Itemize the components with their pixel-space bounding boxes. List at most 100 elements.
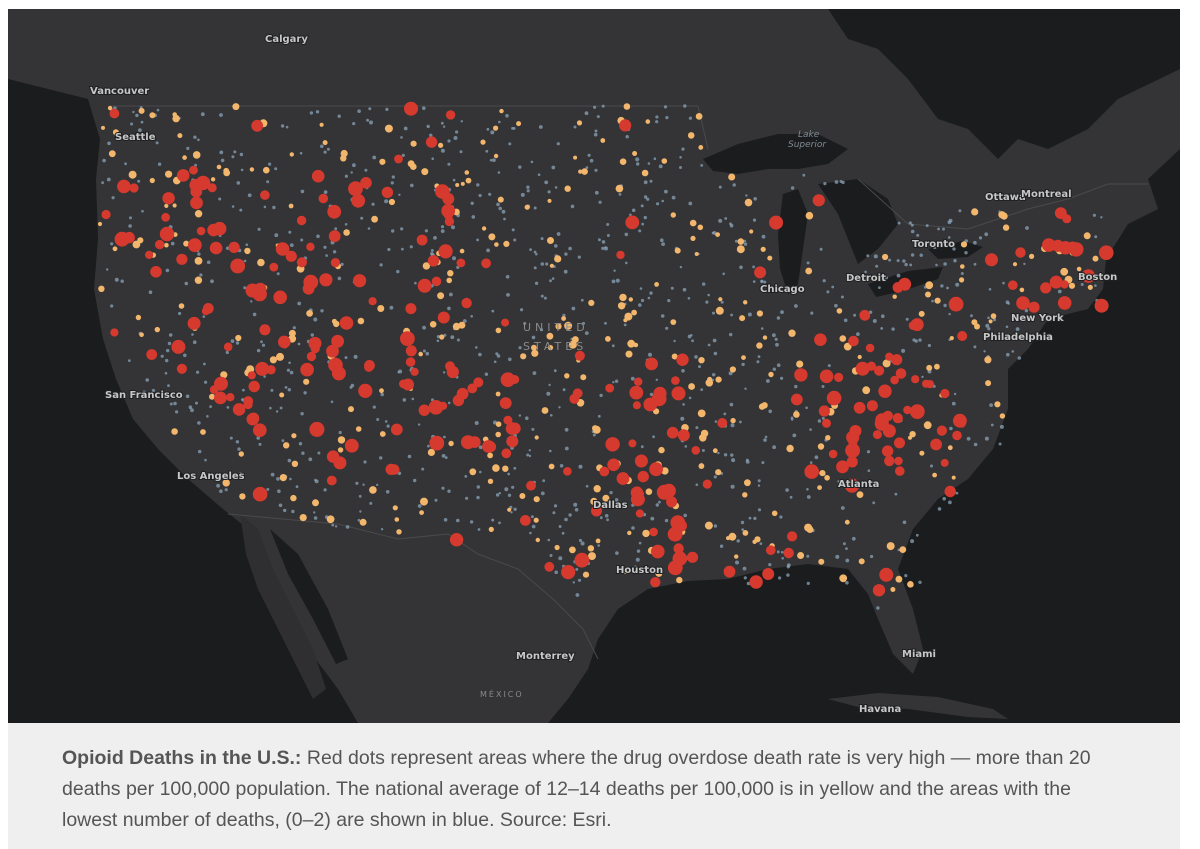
death-rate-dot-red xyxy=(944,485,956,498)
death-rate-dot-blue xyxy=(547,538,551,542)
death-rate-dot-yellow xyxy=(235,334,242,342)
death-rate-dot-blue xyxy=(730,313,733,317)
death-rate-dot-yellow xyxy=(617,302,626,310)
death-rate-dot-yellow xyxy=(533,496,540,503)
death-rate-dot-blue xyxy=(572,581,575,584)
death-rate-dot-yellow xyxy=(926,364,933,371)
death-rate-dot-blue xyxy=(326,147,330,151)
death-rate-dot-yellow xyxy=(139,332,144,338)
death-rate-dot-yellow xyxy=(222,479,230,487)
death-rate-dot-blue xyxy=(612,381,615,384)
death-rate-dot-yellow xyxy=(793,411,800,418)
death-rate-dot-blue xyxy=(553,504,558,508)
death-rate-dot-yellow xyxy=(994,401,1001,408)
death-rate-dot-blue xyxy=(235,440,240,444)
death-rate-dot-red xyxy=(879,567,894,582)
opioid-deaths-map[interactable]: UNITED STATES MÉXICO Lake Superior Calga… xyxy=(8,9,1180,723)
death-rate-dot-yellow xyxy=(128,170,137,179)
death-rate-dot-red xyxy=(790,393,803,406)
place-label-seattle: Seattle xyxy=(115,132,156,143)
map-canvas: UNITED STATES MÉXICO Lake Superior Calga… xyxy=(8,9,1180,723)
place-label-los-angeles: Los Angeles xyxy=(177,471,245,482)
death-rate-dot-blue xyxy=(444,456,448,459)
death-rate-dot-blue xyxy=(683,104,687,108)
death-rate-dot-red xyxy=(353,274,367,288)
death-rate-dot-yellow xyxy=(182,155,187,160)
death-rate-dot-yellow xyxy=(480,139,486,145)
death-rate-dot-red xyxy=(117,179,131,194)
death-rate-dot-yellow xyxy=(547,198,552,203)
death-rate-dot-red xyxy=(849,425,862,437)
death-rate-dot-yellow xyxy=(899,546,907,553)
death-rate-dot-blue xyxy=(652,435,655,439)
death-rate-dot-blue xyxy=(772,367,776,371)
death-rate-dot-blue xyxy=(156,108,160,112)
death-rate-dot-blue xyxy=(757,484,761,487)
death-rate-dot-blue xyxy=(366,118,370,122)
death-rate-dot-blue xyxy=(440,148,445,153)
death-rate-dot-yellow xyxy=(535,537,540,543)
death-rate-dot-blue xyxy=(501,209,506,214)
death-rate-dot-blue xyxy=(584,331,589,335)
death-rate-dot-red xyxy=(223,342,233,352)
death-rate-dot-red xyxy=(632,401,641,410)
death-rate-dot-yellow xyxy=(934,363,940,370)
death-rate-dot-yellow xyxy=(698,463,705,469)
death-rate-dot-yellow xyxy=(797,552,805,559)
death-rate-dot-blue xyxy=(596,115,600,119)
death-rate-dot-blue xyxy=(680,416,685,421)
lake-ontario xyxy=(928,241,983,259)
death-rate-dot-yellow xyxy=(670,212,676,218)
death-rate-dot-blue xyxy=(165,268,170,273)
death-rate-dot-blue xyxy=(720,300,724,304)
death-rate-dot-yellow xyxy=(689,219,697,227)
death-rate-dot-blue xyxy=(948,218,953,223)
death-rate-dot-blue xyxy=(539,328,544,332)
death-rate-dot-red xyxy=(388,464,400,475)
death-rate-dot-blue xyxy=(455,130,459,134)
death-rate-dot-yellow xyxy=(718,297,723,302)
death-rate-dot-blue xyxy=(309,111,314,115)
death-rate-dot-blue xyxy=(106,177,111,182)
death-rate-dot-blue xyxy=(128,224,132,228)
death-rate-dot-blue xyxy=(498,521,501,525)
death-rate-dot-blue xyxy=(712,373,716,377)
death-rate-dot-blue xyxy=(533,250,537,254)
death-rate-dot-blue xyxy=(772,333,776,338)
death-rate-dot-blue xyxy=(231,205,235,208)
death-rate-dot-yellow xyxy=(836,308,843,314)
death-rate-dot-yellow xyxy=(756,342,763,349)
death-rate-dot-blue xyxy=(330,400,334,404)
death-rate-dot-red xyxy=(503,415,513,425)
death-rate-dot-red xyxy=(101,209,111,220)
death-rate-dot-blue xyxy=(426,124,430,129)
death-rate-dot-yellow xyxy=(269,356,277,364)
death-rate-dot-yellow xyxy=(149,112,156,119)
death-rate-dot-blue xyxy=(289,477,292,481)
death-rate-dot-blue xyxy=(772,445,776,450)
death-rate-dot-blue xyxy=(389,305,394,310)
death-rate-dot-red xyxy=(952,430,962,441)
death-rate-dot-blue xyxy=(1100,216,1103,219)
death-rate-dot-blue xyxy=(834,303,838,308)
death-rate-dot-blue xyxy=(563,269,568,274)
death-rate-dot-blue xyxy=(386,424,390,428)
death-rate-dot-blue xyxy=(638,303,642,307)
death-rate-dot-yellow xyxy=(337,447,344,453)
death-rate-dot-yellow xyxy=(359,518,367,526)
death-rate-dot-blue xyxy=(575,567,579,571)
death-rate-dot-yellow xyxy=(164,242,169,248)
death-rate-dot-yellow xyxy=(762,335,768,340)
death-rate-dot-blue xyxy=(568,246,572,251)
death-rate-dot-red xyxy=(903,405,912,415)
death-rate-dot-yellow xyxy=(97,221,103,227)
death-rate-dot-blue xyxy=(618,193,622,196)
death-rate-dot-blue xyxy=(757,508,762,512)
death-rate-dot-red xyxy=(331,334,344,348)
death-rate-dot-yellow xyxy=(446,277,453,284)
death-rate-dot-yellow xyxy=(760,246,766,252)
death-rate-dot-yellow xyxy=(112,246,118,252)
death-rate-dot-blue xyxy=(456,338,460,342)
death-rate-dot-blue xyxy=(219,113,223,117)
